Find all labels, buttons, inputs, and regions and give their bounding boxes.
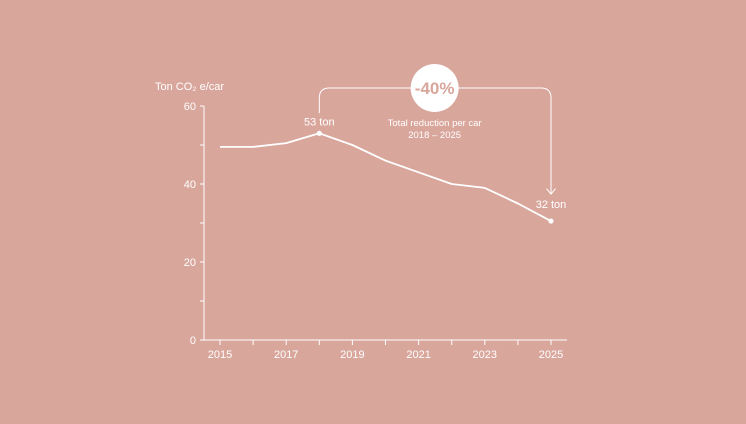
x-tick-label: 2021 [406,349,430,361]
x-tick-label: 2025 [539,349,563,361]
y-tick-label: 60 [184,101,196,113]
y-axis-title: Ton CO₂ e/car [155,81,224,93]
arrow-head-icon [546,188,556,195]
reduction-badge [410,64,459,112]
x-tick-label: 2019 [340,349,364,361]
x-tick-label: 2015 [208,349,232,361]
end-value-label: 32 ton [536,199,567,211]
x-tick-label: 2017 [274,349,298,361]
start-value-label: 53 ton [304,116,335,128]
end-point-marker [548,218,554,224]
y-tick-label: 40 [184,179,196,191]
reduction-badge-text: -40% [415,79,455,98]
start-point-marker [316,130,322,136]
series-line [220,132,552,222]
y-tick-label: 0 [190,335,196,347]
reduction-note-line1: Total reduction per car [388,118,482,129]
y-tick-label: 20 [184,257,196,269]
x-tick-label: 2023 [473,349,497,361]
reduction-note-line2: 2018 – 2025 [408,130,461,141]
